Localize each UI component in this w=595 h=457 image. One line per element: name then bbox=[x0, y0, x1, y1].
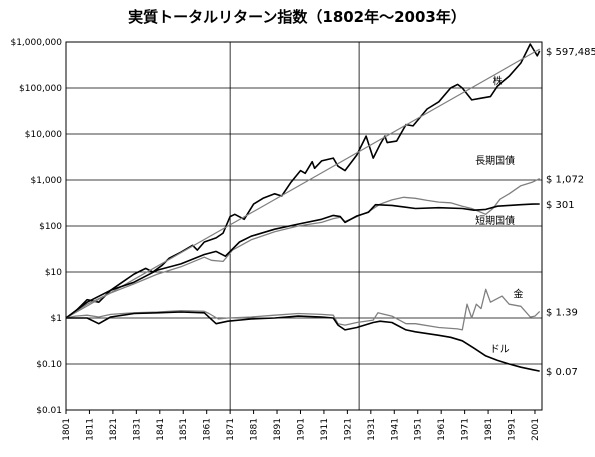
y-axis-ticks: $1,000,000 $100,000 $10,000 $1,000 $100 $10 $1… bbox=[10, 38, 62, 416]
gridlines bbox=[66, 41, 542, 411]
x-tick-label: 1891 bbox=[273, 418, 283, 441]
series-labels: $ 597,485 $ 1,072 $ 301 $ 1.39 $ 0.07 株長期国債短期… bbox=[475, 47, 595, 378]
y-tick-label: $10,000 bbox=[25, 130, 62, 140]
y-tick-label: $10 bbox=[45, 268, 62, 278]
x-tick-label: 1911 bbox=[320, 418, 330, 441]
series-line-0 bbox=[65, 43, 541, 319]
x-tick-label: 1871 bbox=[226, 418, 236, 441]
x-tick-label: 1921 bbox=[343, 418, 353, 441]
x-tick-label: 1901 bbox=[296, 418, 306, 441]
x-tick-label: 1941 bbox=[390, 418, 400, 441]
plot-frame bbox=[65, 41, 543, 411]
x-tick-label: 1821 bbox=[109, 418, 119, 441]
y-tick-label: $1,000 bbox=[31, 176, 63, 186]
x-axis-ticks: 1801 1811 1821 1831 1841 1851 1861 1871 1881 1891… bbox=[62, 410, 541, 441]
x-tick-label: 1881 bbox=[250, 418, 260, 441]
chart-title: 実質トータルリターン指数（1802年〜2003年） bbox=[128, 8, 466, 26]
series-name-label: 短期国債 bbox=[475, 214, 515, 227]
x-tick-label: 1971 bbox=[461, 418, 471, 441]
series-name-label: ドル bbox=[490, 344, 510, 355]
x-tick-label: 1801 bbox=[62, 418, 72, 441]
trend-line bbox=[65, 48, 540, 319]
end-value-label: $ 301 bbox=[546, 200, 575, 211]
x-tick-label: 1841 bbox=[156, 418, 166, 441]
x-tick-label: 1811 bbox=[85, 418, 95, 441]
y-tick-label: $1,000,000 bbox=[10, 38, 62, 48]
series-name-label: 長期国債 bbox=[475, 154, 515, 167]
y-tick-label: $0.10 bbox=[36, 360, 62, 370]
series-line-5 bbox=[66, 311, 540, 372]
series-name-label: 金 bbox=[514, 287, 524, 300]
series-name-label: 株 bbox=[492, 74, 502, 87]
x-tick-label: 1831 bbox=[132, 418, 142, 441]
series-line-2 bbox=[65, 178, 540, 319]
x-tick-label: 1931 bbox=[367, 418, 377, 441]
y-tick-label: $100,000 bbox=[19, 84, 62, 94]
end-value-label: $ 0.07 bbox=[546, 367, 578, 378]
y-tick-label: $1 bbox=[51, 314, 62, 324]
x-tick-label: 1851 bbox=[179, 418, 189, 441]
y-tick-label: $0.01 bbox=[36, 406, 62, 416]
x-tick-label: 1861 bbox=[203, 418, 213, 441]
x-tick-label: 2001 bbox=[531, 418, 541, 441]
x-tick-label: 1981 bbox=[484, 418, 494, 441]
series-line-4 bbox=[65, 288, 541, 331]
series-line-3 bbox=[65, 203, 540, 319]
x-tick-label: 1951 bbox=[414, 418, 424, 441]
end-value-label: $ 597,485 bbox=[546, 47, 595, 58]
end-value-label: $ 1,072 bbox=[546, 175, 584, 186]
y-tick-label: $100 bbox=[39, 222, 62, 232]
x-tick-label: 1991 bbox=[508, 418, 518, 441]
series-lines bbox=[65, 43, 541, 372]
x-tick-label: 1961 bbox=[437, 418, 447, 441]
end-value-label: $ 1.39 bbox=[546, 307, 578, 318]
